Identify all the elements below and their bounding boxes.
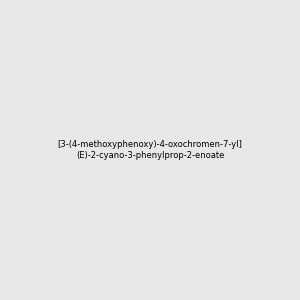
Text: [3-(4-methoxyphenoxy)-4-oxochromen-7-yl] (E)-2-cyano-3-phenylprop-2-enoate: [3-(4-methoxyphenoxy)-4-oxochromen-7-yl]… bbox=[58, 140, 242, 160]
